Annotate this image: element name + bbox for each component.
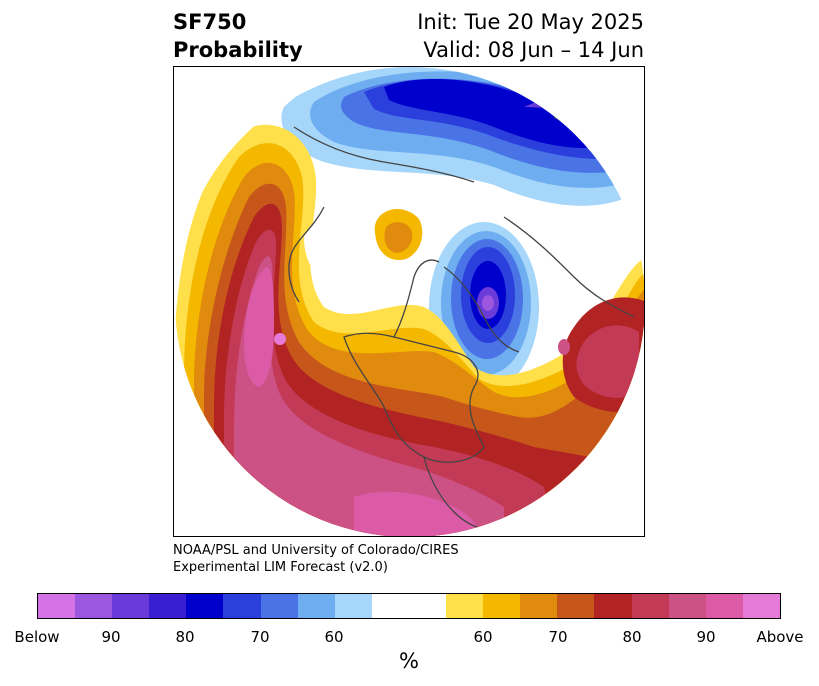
polar-map: [173, 66, 645, 537]
colorbar-segment-7: [297, 594, 335, 618]
colorbar-unit: %: [399, 649, 419, 673]
central-america-outline: [423, 456, 485, 530]
colorbar-segment-0: [38, 594, 76, 618]
colorbar-tick-below-70: 70: [250, 628, 270, 646]
probability-map: [175, 67, 644, 536]
colorbar-tick-below-80: 80: [175, 628, 195, 646]
colorbar-segment-18: [742, 594, 780, 618]
above-band-95-south: [354, 491, 478, 536]
colorbar-tick-above-80: 80: [622, 628, 642, 646]
above-band-90: [234, 256, 504, 536]
north-america-outline: [343, 332, 485, 463]
colorbar-segment-2: [112, 594, 150, 618]
colorbar-segment-8: [334, 594, 372, 618]
probability-fill: [175, 67, 644, 536]
hudson-outline: [393, 259, 440, 338]
init-date: Init: Tue 20 May 2025: [417, 10, 644, 34]
credit-line-2: Experimental LIM Forecast (v2.0): [173, 560, 388, 575]
colorbar: [37, 593, 781, 619]
colorbar-segment-12: [520, 594, 558, 618]
credit-text: NOAA/PSL and University of Colorado/CIRE…: [173, 542, 459, 576]
europe-outline: [443, 266, 520, 353]
above-band-90-europe-east: [558, 339, 570, 355]
colorbar-tick-below-90: 90: [101, 628, 121, 646]
colorbar-segment-10: [446, 594, 484, 618]
colorbar-tick-below-60: 60: [324, 628, 344, 646]
title-metric: Probability: [173, 38, 303, 62]
colorbar-segment-5: [223, 594, 261, 618]
above-band-max-pacific: [274, 333, 286, 345]
colorbar-tick-below: Below: [14, 628, 60, 646]
asia-outline: [503, 216, 635, 318]
colorbar-tick-above-60: 60: [473, 628, 493, 646]
colorbar-segment-4: [186, 594, 224, 618]
colorbar-segment-13: [557, 594, 595, 618]
colorbar-segment-6: [260, 594, 298, 618]
colorbar-segment-15: [631, 594, 669, 618]
colorbar-tick-above: Above: [756, 628, 804, 646]
map-title: SF750 Probability: [173, 8, 303, 64]
colorbar-segment-1: [75, 594, 113, 618]
title-variable: SF750: [173, 10, 247, 34]
forecast-dates: Init: Tue 20 May 2025 Valid: 08 Jun – 14…: [417, 8, 644, 64]
above-band-95-pacific: [244, 267, 274, 387]
colorbar-segment-9: [371, 594, 447, 618]
colorbar-tick-above-90: 90: [696, 628, 716, 646]
siberia-outline: [293, 126, 475, 183]
colorbar-segment-11: [483, 594, 521, 618]
colorbar-segment-17: [705, 594, 743, 618]
colorbar-segment-3: [149, 594, 187, 618]
valid-range: Valid: 08 Jun – 14 Jun: [423, 38, 644, 62]
colorbar-segment-16: [668, 594, 706, 618]
credit-line-1: NOAA/PSL and University of Colorado/CIRE…: [173, 543, 459, 558]
colorbar-tick-above-70: 70: [548, 628, 568, 646]
below-band-80: [384, 79, 604, 149]
colorbar-segment-14: [594, 594, 632, 618]
above-band-70-canada: [384, 222, 413, 253]
below-band-90-europe: [482, 295, 494, 311]
alaska-outline: [288, 206, 325, 303]
above-band-85-europe-east: [576, 325, 639, 398]
